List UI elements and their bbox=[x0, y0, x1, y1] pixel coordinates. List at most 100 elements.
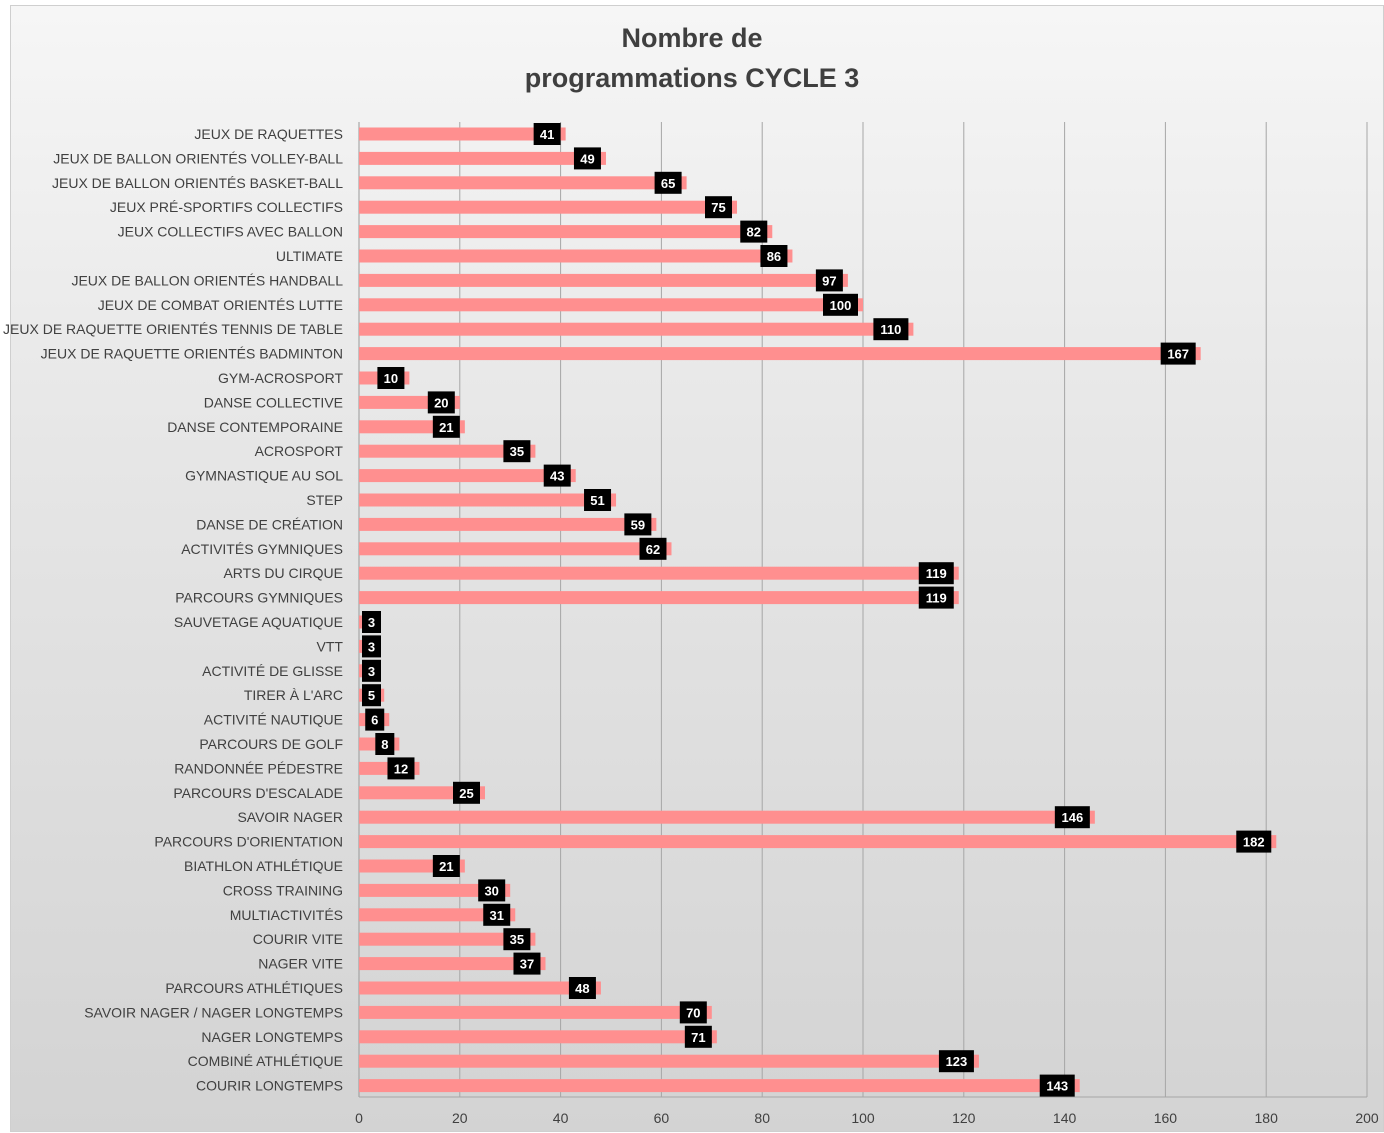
data-label: 48 bbox=[575, 981, 589, 996]
x-tick-label: 0 bbox=[355, 1110, 363, 1126]
bar bbox=[359, 1005, 712, 1019]
category-label: SAUVETAGE AQUATIQUE bbox=[174, 614, 343, 630]
data-label-box bbox=[503, 928, 531, 951]
data-label-box bbox=[387, 757, 415, 780]
category-label: NAGER VITE bbox=[258, 956, 343, 972]
data-label-box bbox=[533, 123, 561, 145]
chart-title-line2: programmations CYCLE 3 bbox=[524, 63, 860, 93]
data-label: 100 bbox=[830, 298, 852, 313]
data-label-box bbox=[823, 293, 858, 316]
data-label: 37 bbox=[520, 957, 534, 972]
category-label: PARCOURS GYMNIQUES bbox=[175, 590, 343, 606]
x-tick-label: 180 bbox=[1255, 1110, 1279, 1126]
data-label-box bbox=[543, 464, 571, 487]
data-label-box bbox=[427, 391, 455, 414]
category-label: ULTIMATE bbox=[276, 248, 343, 264]
x-tick-label: 80 bbox=[754, 1110, 770, 1126]
category-label: PARCOURS DE GOLF bbox=[199, 736, 343, 752]
chart-title-line1: Nombre de bbox=[621, 23, 763, 53]
category-label: MULTIACTIVITÉS bbox=[230, 907, 343, 923]
data-label: 86 bbox=[767, 249, 781, 264]
category-label: PARCOURS D'ESCALADE bbox=[173, 785, 343, 801]
bar bbox=[359, 151, 606, 165]
category-label: ARTS DU CIRQUE bbox=[223, 565, 343, 581]
data-label: 119 bbox=[926, 566, 947, 581]
bar bbox=[359, 566, 959, 580]
category-label: DANSE DE CRÉATION bbox=[196, 516, 343, 532]
data-label: 49 bbox=[580, 151, 594, 166]
data-label-box bbox=[1236, 830, 1272, 853]
data-label: 35 bbox=[510, 932, 524, 947]
data-label: 41 bbox=[540, 127, 554, 142]
data-label: 31 bbox=[490, 908, 504, 923]
data-label-box bbox=[503, 440, 531, 463]
data-label: 3 bbox=[368, 615, 375, 630]
data-label-box bbox=[362, 684, 381, 707]
category-label: JEUX COLLECTIFS AVEC BALLON bbox=[118, 224, 343, 240]
data-label: 10 bbox=[384, 371, 398, 386]
data-label: 51 bbox=[590, 493, 604, 508]
data-label-box bbox=[624, 513, 652, 536]
category-label: DANSE COLLECTIVE bbox=[204, 394, 343, 410]
data-label: 146 bbox=[1061, 810, 1083, 825]
data-label: 21 bbox=[439, 420, 453, 435]
x-tick-label: 140 bbox=[1053, 1110, 1077, 1126]
bar bbox=[359, 273, 848, 287]
data-label-box bbox=[873, 318, 909, 341]
bar bbox=[359, 1054, 979, 1068]
data-label: 25 bbox=[459, 786, 473, 801]
data-label: 59 bbox=[631, 517, 645, 532]
category-label: GYM-ACROSPORT bbox=[218, 370, 343, 386]
category-label: JEUX DE BALLON ORIENTÉS VOLLEY-BALL bbox=[53, 150, 343, 166]
bar bbox=[359, 835, 1277, 849]
data-label-box bbox=[432, 855, 460, 877]
data-label: 82 bbox=[747, 225, 761, 240]
category-label: CROSS TRAINING bbox=[223, 882, 343, 898]
data-label: 71 bbox=[691, 1030, 705, 1045]
bar bbox=[359, 517, 657, 531]
data-label: 5 bbox=[368, 688, 375, 703]
data-label: 3 bbox=[368, 639, 375, 654]
data-label-box bbox=[639, 537, 667, 560]
bar bbox=[359, 542, 672, 556]
data-label-box bbox=[568, 977, 596, 999]
data-label-box bbox=[362, 635, 381, 658]
x-tick-label: 20 bbox=[452, 1110, 468, 1126]
data-label: 65 bbox=[661, 176, 675, 191]
data-label: 3 bbox=[368, 664, 375, 679]
category-label: ACTIVITÉ DE GLISSE bbox=[202, 663, 343, 679]
x-tick-label: 120 bbox=[952, 1110, 976, 1126]
category-label: RANDONNÉE PÉDESTRE bbox=[174, 760, 343, 776]
data-label-box bbox=[573, 147, 601, 170]
bar bbox=[359, 176, 687, 190]
bar bbox=[359, 225, 773, 239]
data-label-box bbox=[453, 781, 480, 804]
data-label-box bbox=[365, 708, 385, 731]
bar bbox=[359, 1079, 1080, 1093]
data-label-box bbox=[684, 1025, 712, 1048]
category-label: BIATHLON ATHLÉTIQUE bbox=[184, 858, 343, 874]
category-label: JEUX PRÉ-SPORTIFS COLLECTIFS bbox=[110, 199, 343, 215]
data-label: 43 bbox=[550, 469, 564, 484]
bar bbox=[359, 322, 914, 336]
data-label: 119 bbox=[926, 591, 947, 606]
data-label: 20 bbox=[434, 395, 448, 410]
x-tick-label: 160 bbox=[1154, 1110, 1178, 1126]
bar bbox=[359, 908, 516, 922]
category-label: COURIR LONGTEMPS bbox=[196, 1078, 343, 1094]
data-label: 70 bbox=[686, 1005, 700, 1020]
data-label-box bbox=[584, 489, 612, 511]
bar bbox=[359, 200, 737, 214]
bar bbox=[359, 298, 863, 312]
data-label: 110 bbox=[880, 322, 901, 337]
category-label: JEUX DE RAQUETTE ORIENTÉS TENNIS DE TABL… bbox=[3, 321, 343, 337]
category-label: COURIR VITE bbox=[253, 931, 343, 947]
bar bbox=[359, 249, 793, 263]
x-tick-label: 100 bbox=[851, 1110, 875, 1126]
category-label: ACTIVITÉ NAUTIQUE bbox=[204, 712, 343, 728]
category-label: SAVOIR NAGER / NAGER LONGTEMPS bbox=[84, 1004, 343, 1020]
x-tick-label: 40 bbox=[553, 1110, 569, 1126]
bar bbox=[359, 493, 617, 507]
category-label: PARCOURS ATHLÉTIQUES bbox=[165, 980, 343, 996]
category-label: JEUX DE BALLON ORIENTÉS BASKET-BALL bbox=[52, 175, 343, 191]
